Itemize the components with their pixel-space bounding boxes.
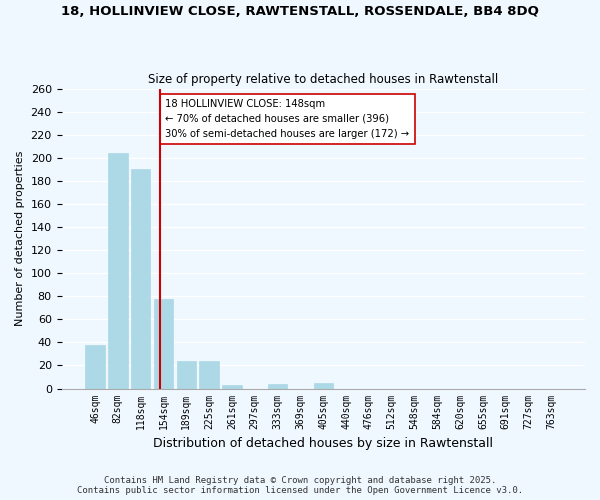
- Bar: [199, 361, 219, 388]
- Bar: [222, 385, 242, 388]
- Y-axis label: Number of detached properties: Number of detached properties: [15, 151, 25, 326]
- Title: Size of property relative to detached houses in Rawtenstall: Size of property relative to detached ho…: [148, 73, 499, 86]
- Bar: [131, 170, 151, 388]
- Text: 18 HOLLINVIEW CLOSE: 148sqm
← 70% of detached houses are smaller (396)
30% of se: 18 HOLLINVIEW CLOSE: 148sqm ← 70% of det…: [166, 99, 410, 138]
- Text: Contains HM Land Registry data © Crown copyright and database right 2025.
Contai: Contains HM Land Registry data © Crown c…: [77, 476, 523, 495]
- Bar: [108, 153, 128, 388]
- Bar: [314, 383, 333, 388]
- Bar: [85, 344, 105, 389]
- X-axis label: Distribution of detached houses by size in Rawtenstall: Distribution of detached houses by size …: [153, 437, 493, 450]
- Bar: [176, 361, 196, 388]
- Text: 18, HOLLINVIEW CLOSE, RAWTENSTALL, ROSSENDALE, BB4 8DQ: 18, HOLLINVIEW CLOSE, RAWTENSTALL, ROSSE…: [61, 5, 539, 18]
- Bar: [154, 298, 173, 388]
- Bar: [268, 384, 287, 388]
